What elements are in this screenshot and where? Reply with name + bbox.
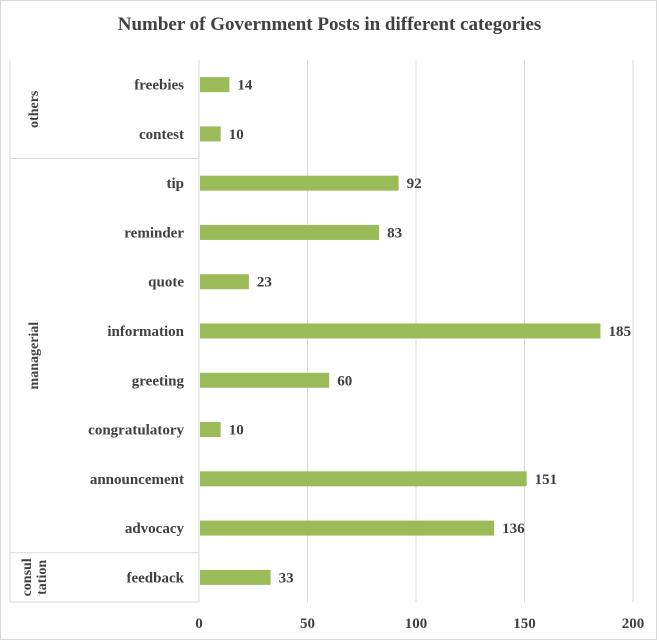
- data-label: 33: [279, 570, 294, 586]
- bar: [200, 224, 380, 240]
- data-label: 10: [229, 423, 244, 439]
- category-label: tip: [166, 176, 184, 192]
- data-label: 60: [337, 373, 352, 389]
- bar: [200, 77, 230, 93]
- category-label: greeting: [132, 373, 185, 389]
- data-label: 136: [502, 521, 525, 537]
- group-label: managerial: [27, 322, 42, 390]
- category-label: quote: [148, 275, 184, 291]
- group-label: consultation: [20, 558, 50, 596]
- bar: [200, 323, 601, 339]
- category-label: advocacy: [125, 521, 185, 537]
- group-label-line: others: [27, 90, 42, 128]
- category-label: congratulatory: [88, 423, 184, 439]
- category-label: contest: [139, 127, 184, 143]
- bar: [200, 422, 221, 438]
- category-label: freebies: [134, 78, 184, 94]
- bar: [200, 471, 527, 487]
- data-label: 151: [535, 472, 558, 488]
- group-label-line: consul: [20, 558, 35, 596]
- category-label: information: [107, 324, 184, 340]
- group-label-line: managerial: [27, 322, 42, 390]
- category-label: reminder: [124, 225, 184, 241]
- category-label: announcement: [90, 472, 184, 488]
- x-tick-label: 200: [622, 616, 645, 632]
- group-label-line: tation: [35, 560, 50, 595]
- bar: [200, 520, 495, 536]
- x-tick-label: 0: [195, 616, 203, 632]
- category-label: feedback: [127, 570, 185, 586]
- bar: [200, 175, 399, 191]
- x-tick-label: 50: [300, 616, 315, 632]
- x-tick-label: 150: [513, 616, 536, 632]
- data-label: 14: [237, 78, 253, 94]
- bar: [200, 274, 249, 290]
- bar: [200, 569, 271, 585]
- data-label: 10: [229, 127, 244, 143]
- group-label: others: [27, 90, 42, 128]
- chart-title: Number of Government Posts in different …: [117, 14, 542, 35]
- bar: [200, 126, 221, 142]
- bar: [200, 372, 330, 388]
- data-label: 23: [257, 275, 272, 291]
- data-label: 92: [407, 176, 422, 192]
- x-tick-label: 100: [405, 616, 428, 632]
- data-label: 83: [387, 225, 402, 241]
- data-label: 185: [608, 324, 631, 340]
